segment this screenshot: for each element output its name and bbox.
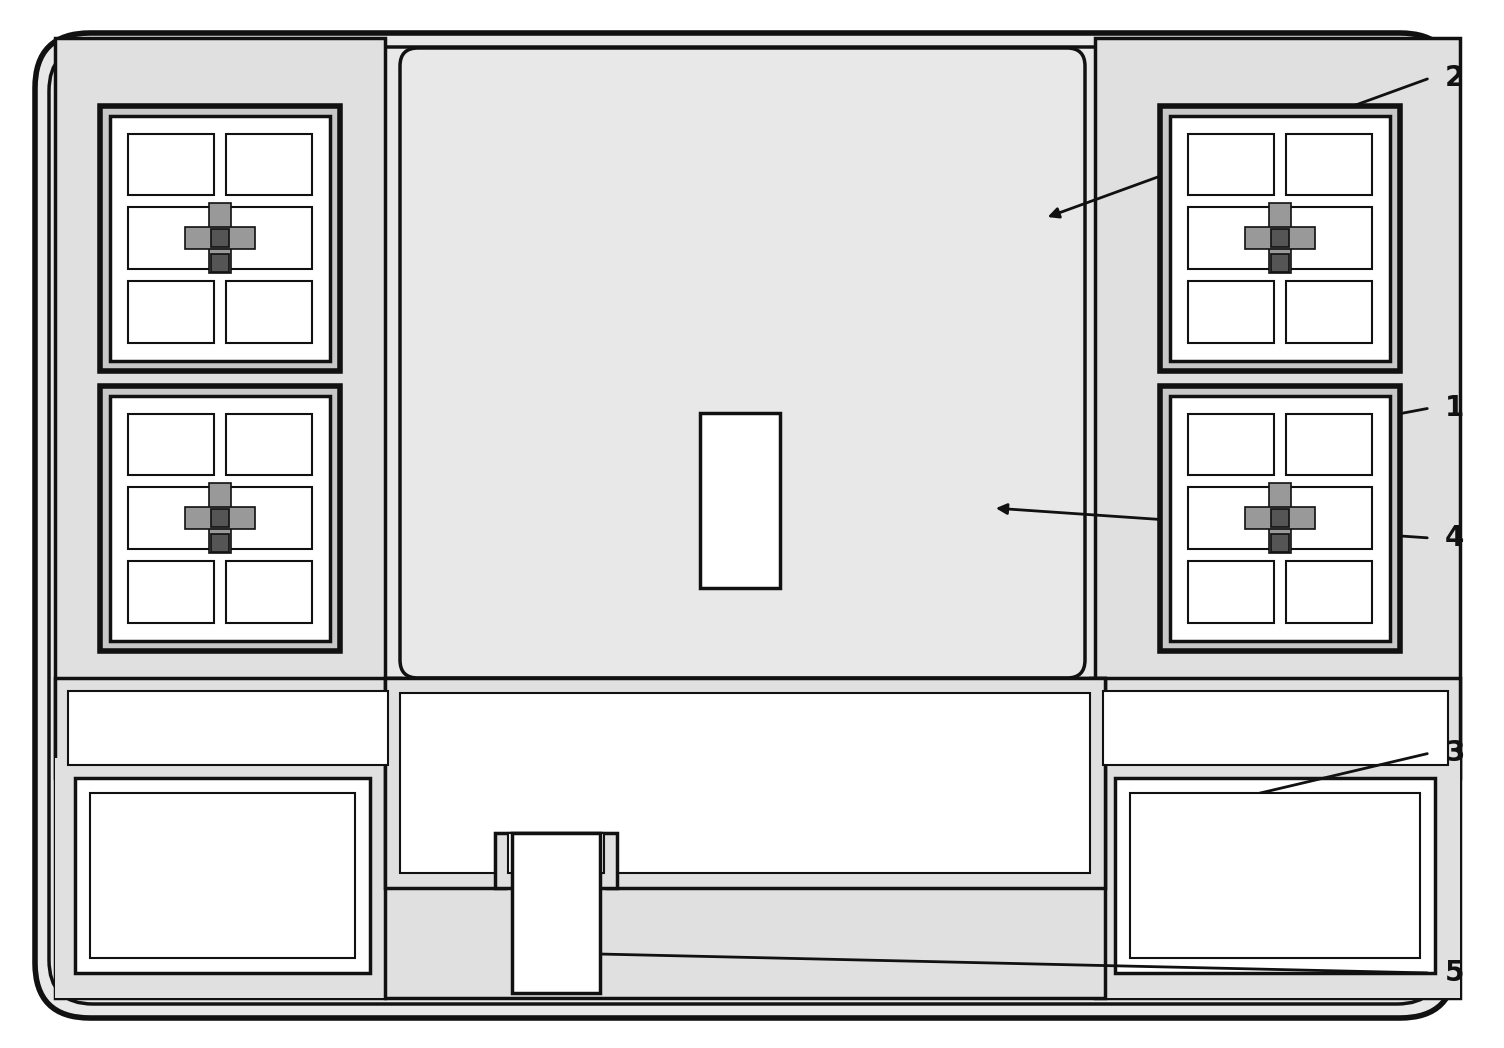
Bar xyxy=(99,106,340,371)
Bar xyxy=(1286,133,1372,195)
Bar xyxy=(1271,230,1289,247)
Bar xyxy=(211,509,229,527)
Bar xyxy=(511,833,600,994)
Text: 4: 4 xyxy=(1445,524,1465,552)
Bar xyxy=(226,561,311,623)
Bar xyxy=(99,386,340,651)
Bar xyxy=(1269,203,1290,272)
Bar xyxy=(56,758,400,998)
FancyBboxPatch shape xyxy=(35,32,1454,1018)
Bar xyxy=(508,833,605,873)
Bar xyxy=(1114,778,1435,973)
Bar xyxy=(385,678,1105,998)
Text: 3: 3 xyxy=(1445,739,1465,767)
Bar xyxy=(1188,487,1274,549)
Bar xyxy=(1188,561,1274,623)
Bar xyxy=(1188,133,1274,195)
Bar xyxy=(1245,507,1314,529)
Bar xyxy=(110,395,329,640)
Bar xyxy=(128,133,214,195)
Bar xyxy=(226,487,311,549)
Bar xyxy=(1286,487,1372,549)
Bar xyxy=(211,230,229,247)
Bar xyxy=(1286,561,1372,623)
Bar xyxy=(1188,281,1274,343)
Bar xyxy=(56,678,400,778)
FancyBboxPatch shape xyxy=(400,48,1084,678)
Bar xyxy=(590,693,710,863)
Bar xyxy=(1090,678,1460,778)
Bar xyxy=(128,281,214,343)
Bar xyxy=(226,414,311,475)
Bar xyxy=(110,115,329,361)
Bar xyxy=(520,698,590,818)
Bar xyxy=(211,534,229,552)
Bar xyxy=(1102,691,1448,765)
Bar xyxy=(1286,281,1372,343)
Bar xyxy=(1160,386,1400,651)
Bar xyxy=(128,561,214,623)
Bar xyxy=(495,833,617,888)
Polygon shape xyxy=(385,678,1105,888)
Bar xyxy=(1269,483,1290,553)
Bar xyxy=(1286,414,1372,475)
Bar xyxy=(75,778,370,973)
Bar xyxy=(68,691,388,765)
Bar xyxy=(128,487,214,549)
Bar xyxy=(1090,758,1460,998)
Bar xyxy=(1286,208,1372,269)
Bar xyxy=(90,793,355,958)
Bar xyxy=(56,38,385,998)
Bar xyxy=(699,413,781,588)
Bar xyxy=(400,693,520,863)
Bar xyxy=(1130,793,1420,958)
Bar xyxy=(128,208,214,269)
Bar xyxy=(211,254,229,272)
Text: 1: 1 xyxy=(1445,394,1465,422)
Bar xyxy=(226,133,311,195)
Bar xyxy=(128,414,214,475)
Bar xyxy=(1271,534,1289,552)
Bar xyxy=(1271,254,1289,272)
Bar xyxy=(226,208,311,269)
Bar xyxy=(209,203,232,272)
Bar xyxy=(185,227,256,249)
Bar xyxy=(1245,227,1314,249)
Bar xyxy=(1170,395,1390,640)
Bar xyxy=(209,483,232,553)
Text: 5: 5 xyxy=(1445,959,1465,987)
Bar xyxy=(1170,115,1390,361)
Bar xyxy=(1160,106,1400,371)
Bar xyxy=(1095,38,1460,998)
Text: 2: 2 xyxy=(1445,64,1465,92)
Bar xyxy=(1188,414,1274,475)
Polygon shape xyxy=(400,693,1090,873)
Bar xyxy=(1271,509,1289,527)
Bar xyxy=(226,281,311,343)
Bar xyxy=(185,507,256,529)
Bar xyxy=(1188,208,1274,269)
